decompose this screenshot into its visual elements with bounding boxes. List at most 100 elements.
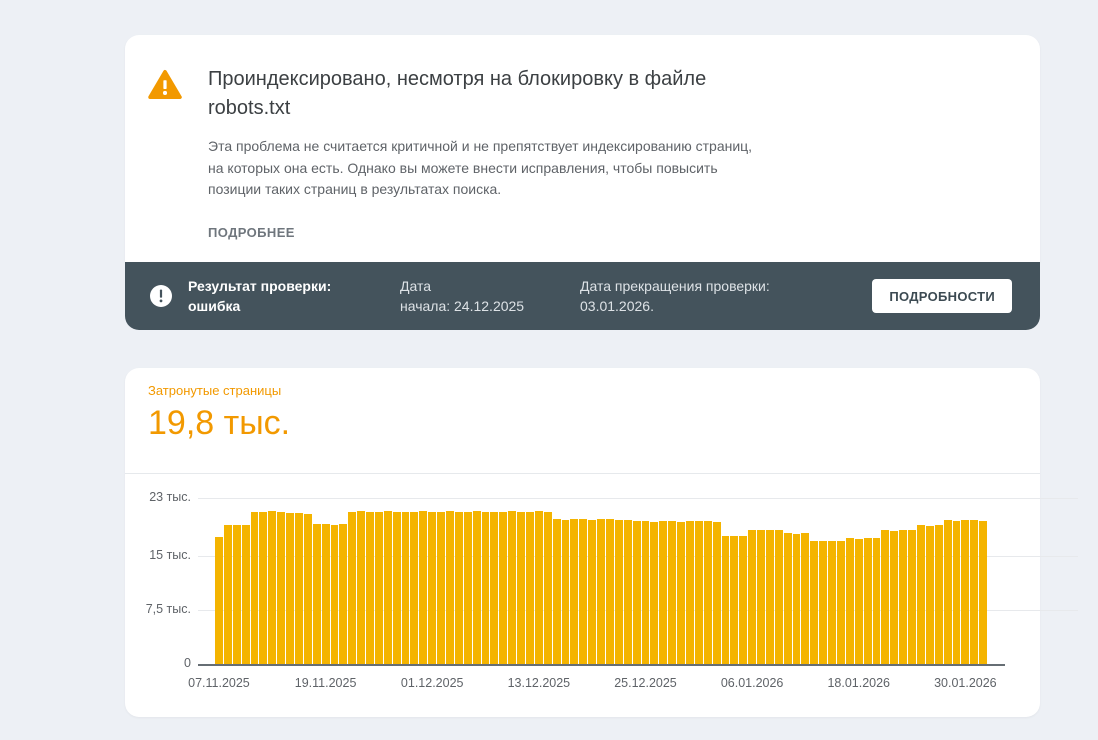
chart-bar[interactable]: [854, 539, 863, 664]
chart-bar[interactable]: [259, 511, 268, 664]
chart-bar[interactable]: [774, 529, 783, 664]
chart-bar[interactable]: [454, 511, 463, 664]
chart-bar[interactable]: [579, 518, 588, 664]
chart-bar[interactable]: [534, 510, 543, 664]
chart-bar[interactable]: [419, 510, 428, 664]
chart-bar[interactable]: [890, 531, 899, 664]
chart-bar[interactable]: [632, 521, 641, 664]
chart-bar[interactable]: [223, 524, 232, 664]
affected-pages-metric-toggle[interactable]: Затронутые страницы 19,8 тыс.: [148, 383, 290, 443]
chart-bar[interactable]: [383, 510, 392, 664]
chart-bar[interactable]: [526, 511, 534, 664]
chart-bar[interactable]: [934, 525, 943, 664]
warning-triangle-icon: [148, 65, 182, 262]
chart-bar[interactable]: [641, 521, 650, 664]
chart-bar[interactable]: [828, 541, 837, 664]
chart-bar[interactable]: [339, 523, 348, 664]
chart-bar[interactable]: [952, 521, 961, 664]
chart-bar[interactable]: [605, 518, 614, 664]
chart-bar[interactable]: [703, 521, 712, 664]
chart-bar[interactable]: [694, 521, 703, 664]
chart-bar[interactable]: [215, 536, 223, 664]
chart-bar[interactable]: [437, 511, 446, 664]
chart-bar[interactable]: [650, 521, 659, 664]
chart-bar[interactable]: [614, 519, 623, 664]
learn-more-link[interactable]: ПОДРОБНЕЕ: [208, 224, 295, 240]
chart-bar[interactable]: [970, 519, 979, 664]
chart-bar[interactable]: [881, 530, 890, 664]
chart-bar[interactable]: [712, 521, 721, 664]
chart-bar[interactable]: [366, 511, 374, 664]
chart-bar[interactable]: [410, 511, 419, 664]
chart-bar[interactable]: [286, 513, 294, 664]
chart-bar[interactable]: [792, 534, 801, 664]
chart-bar[interactable]: [446, 510, 454, 664]
chart-bar[interactable]: [312, 523, 321, 664]
chart-bar[interactable]: [348, 511, 357, 664]
chart-bar[interactable]: [428, 511, 437, 664]
chart-bar[interactable]: [232, 524, 241, 664]
chart-bar[interactable]: [508, 510, 517, 664]
chart-bar[interactable]: [463, 511, 472, 664]
metric-value: 19,8 тыс.: [148, 404, 291, 442]
chart-bar[interactable]: [277, 511, 286, 664]
chart-bar[interactable]: [570, 518, 579, 664]
x-axis-tick-label: 07.11.2025: [188, 676, 250, 690]
chart-bar[interactable]: [837, 540, 845, 664]
chart-bar[interactable]: [472, 510, 481, 664]
chart-bar[interactable]: [845, 538, 854, 664]
chart-bar[interactable]: [899, 530, 908, 664]
chart-bar[interactable]: [321, 523, 330, 664]
chart-bar[interactable]: [721, 535, 730, 664]
chart-bar[interactable]: [685, 521, 694, 664]
chart-bar[interactable]: [810, 540, 819, 664]
chart-bar[interactable]: [748, 529, 757, 664]
chart-plot: 23 тыс. 15 тыс. 7,5 тыс. 0 07.11.2025 19.11.2…: [125, 473, 1078, 717]
chart-bar[interactable]: [357, 510, 366, 664]
chart-bar[interactable]: [801, 533, 810, 664]
chart-bar[interactable]: [979, 521, 988, 664]
chart-bar[interactable]: [294, 513, 303, 664]
chart-bar[interactable]: [268, 510, 277, 664]
chart-bar[interactable]: [330, 524, 339, 664]
validation-details-button[interactable]: ПОДРОБНОСТИ: [872, 279, 1012, 313]
chart-bar[interactable]: [739, 535, 748, 664]
chart-bar[interactable]: [481, 511, 490, 664]
chart-bar[interactable]: [250, 511, 259, 664]
chart-bar[interactable]: [863, 538, 872, 664]
chart-bar[interactable]: [765, 530, 774, 664]
chart-bar[interactable]: [499, 511, 508, 664]
x-axis-tick-label: 13.12.2025: [507, 676, 571, 690]
card-divider: [125, 473, 1040, 474]
chart-bar[interactable]: [659, 521, 668, 664]
x-axis-tick-label: 01.12.2025: [400, 676, 464, 690]
chart-bar[interactable]: [730, 536, 739, 664]
chart-bar[interactable]: [552, 518, 561, 664]
chart-bar[interactable]: [543, 511, 552, 664]
chart-bar[interactable]: [668, 521, 677, 664]
chart-bar[interactable]: [374, 511, 383, 664]
chart-bar[interactable]: [561, 519, 570, 664]
y-axis-tick-label: 15 тыс.: [149, 547, 191, 562]
chart-bar[interactable]: [490, 511, 499, 664]
exclamation-circle-icon: [150, 285, 172, 312]
chart-bar[interactable]: [392, 511, 401, 664]
chart-bar[interactable]: [677, 521, 685, 664]
chart-bar[interactable]: [517, 511, 525, 664]
chart-bar[interactable]: [241, 525, 250, 664]
chart-bar[interactable]: [757, 529, 765, 664]
issue-title: Проиндексировано, несмотря на блокировку…: [208, 68, 707, 119]
chart-bar[interactable]: [588, 519, 597, 664]
chart-bar[interactable]: [303, 513, 312, 664]
chart-bar[interactable]: [925, 526, 934, 664]
chart-bar[interactable]: [943, 520, 952, 664]
chart-bar[interactable]: [961, 520, 970, 664]
chart-bar[interactable]: [401, 511, 410, 664]
chart-bar[interactable]: [916, 525, 925, 664]
chart-bar[interactable]: [908, 529, 916, 664]
chart-bar[interactable]: [819, 540, 828, 664]
chart-bar[interactable]: [623, 520, 632, 664]
chart-bar[interactable]: [783, 533, 792, 664]
chart-bar[interactable]: [872, 538, 881, 664]
chart-bar[interactable]: [597, 518, 605, 664]
